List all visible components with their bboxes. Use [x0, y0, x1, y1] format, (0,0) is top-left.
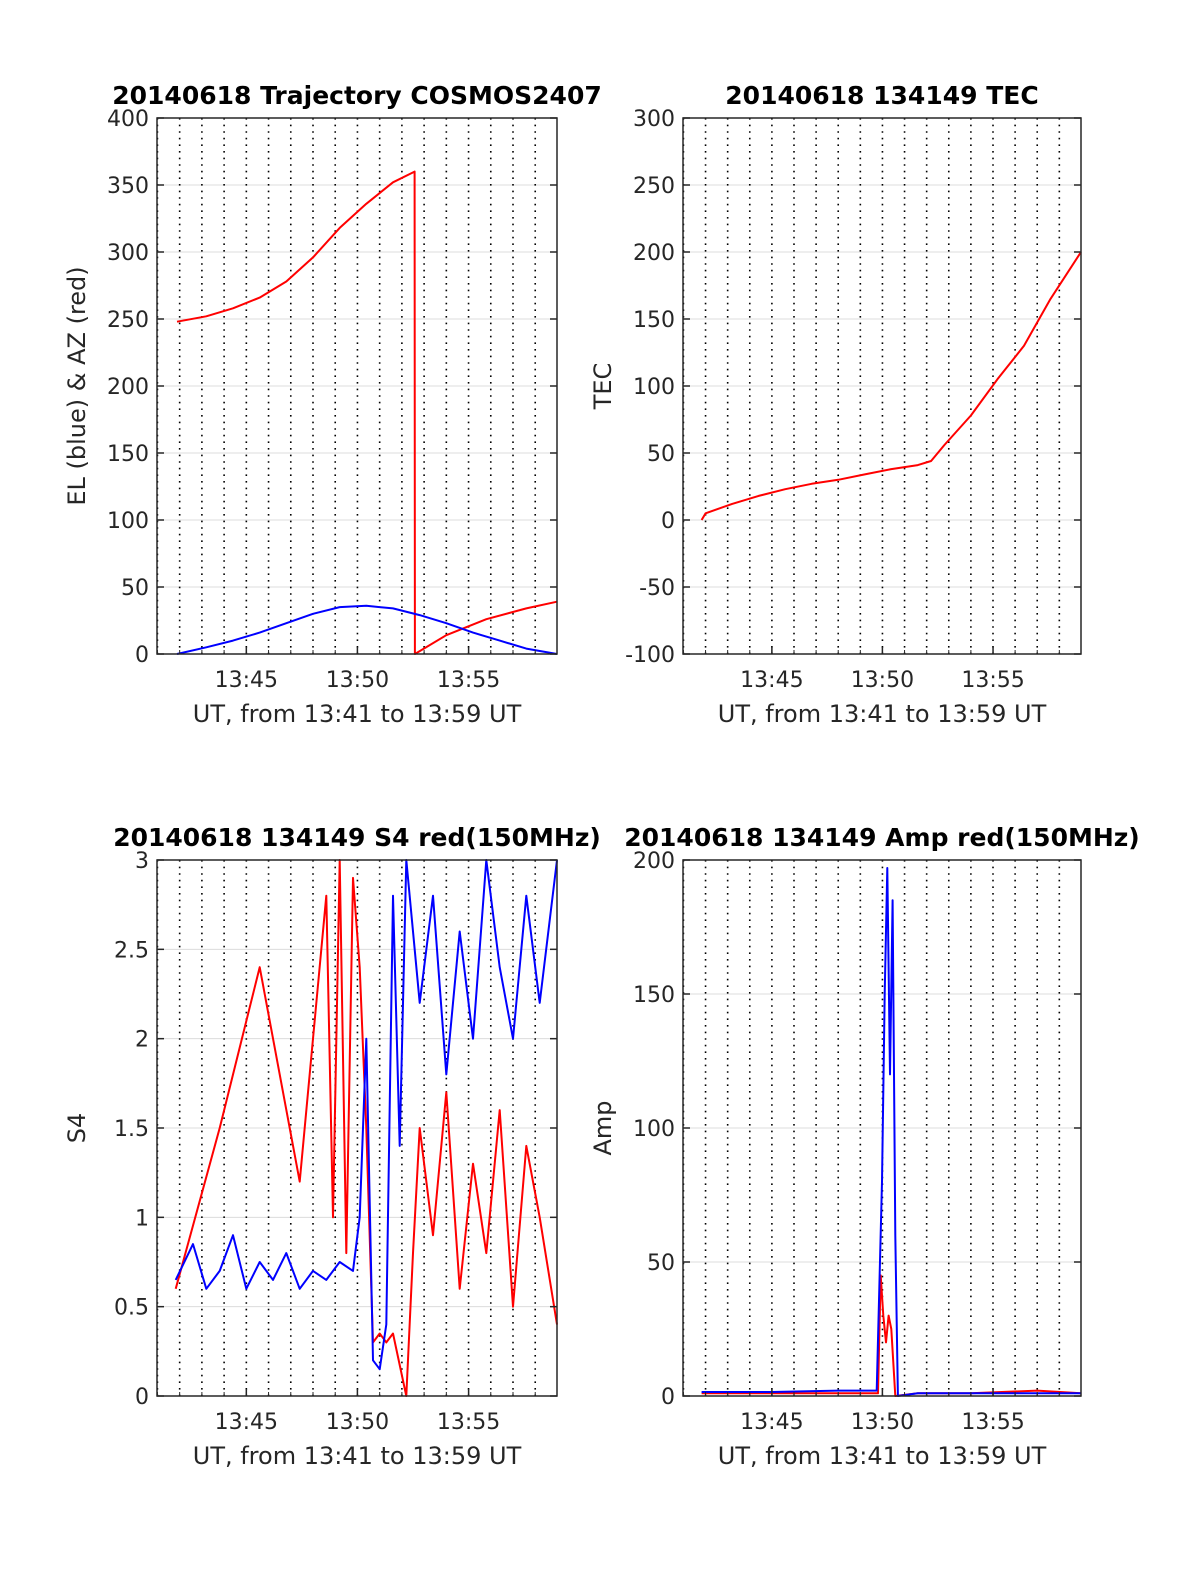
y-axis-label: TEC	[589, 363, 617, 411]
y-tick-label: 150	[107, 442, 149, 467]
x-tick-label: 13:55	[961, 668, 1024, 693]
y-tick-label: 200	[633, 241, 675, 266]
chart-title: 20140618 134149 Amp red(150MHz)	[624, 823, 1140, 852]
amp-panel: 0 50 100 150 200 13:45 13:50 13:55 20140618 1341…	[589, 823, 1140, 1470]
y-tick-label: 1	[135, 1206, 149, 1231]
y-tick-label: 3	[135, 849, 149, 874]
y-tick-label: 250	[633, 174, 675, 199]
chart-title: 20140618 134149 S4 red(150MHz)	[113, 823, 601, 852]
tec-panel: -100 -50 0 50 100 150 200 250 300 13:45 13:50 13:55…	[589, 81, 1082, 728]
y-axis-label: Amp	[589, 1100, 617, 1155]
x-axis-label: UT, from 13:41 to 13:59 UT	[718, 700, 1047, 728]
y-tick-label: 1.5	[114, 1117, 149, 1142]
y-tick-label: 150	[633, 983, 675, 1008]
series-line-blue	[174, 859, 558, 1371]
x-tick-label: 13:45	[215, 1410, 278, 1435]
x-tick-label: 13:50	[326, 668, 389, 693]
x-tick-label: 13:45	[740, 1410, 803, 1435]
y-tick-label: 0	[661, 509, 675, 534]
y-tick-label: 200	[107, 375, 149, 400]
x-axis-label: UT, from 13:41 to 13:59 UT	[193, 1442, 522, 1470]
y-tick-label: 250	[107, 308, 149, 333]
y-tick-label: 50	[647, 1251, 675, 1276]
y-tick-label: 100	[633, 375, 675, 400]
x-tick-label: 13:55	[437, 668, 500, 693]
chart-title: 20140618 Trajectory COSMOS2407	[112, 81, 602, 110]
y-tick-label: 2	[135, 1028, 149, 1053]
x-axis-label: UT, from 13:41 to 13:59 UT	[718, 1442, 1047, 1470]
y-tick-label: 0	[661, 1385, 675, 1410]
y-tick-label: 50	[121, 576, 149, 601]
y-tick-label: 0	[135, 643, 149, 668]
y-tick-label: 400	[107, 107, 149, 132]
series-line-red	[176, 170, 558, 655]
x-tick-label: 13:45	[740, 668, 803, 693]
trajectory-panel: 0 50 100 150 200 250 300 350 400 13:45 13:50 13:55 2…	[63, 81, 602, 728]
y-tick-label: 200	[633, 849, 675, 874]
y-tick-label: 2.5	[114, 938, 149, 963]
y-tick-label: 0.5	[114, 1296, 149, 1321]
y-tick-label: 350	[107, 174, 149, 199]
series-line-red	[174, 859, 558, 1397]
x-axis-label: UT, from 13:41 to 13:59 UT	[193, 700, 522, 728]
series-line-blue	[701, 867, 1081, 1397]
y-tick-label: 100	[107, 509, 149, 534]
y-tick-label: -50	[639, 576, 675, 601]
x-tick-label: 13:55	[437, 1410, 500, 1435]
y-tick-label: 100	[633, 1117, 675, 1142]
series-line-red	[700, 251, 1082, 521]
y-tick-label: 300	[107, 241, 149, 266]
y-tick-label: -100	[625, 643, 675, 668]
y-tick-label: 50	[647, 442, 675, 467]
y-tick-label: 300	[633, 107, 675, 132]
x-tick-label: 13:50	[326, 1410, 389, 1435]
x-tick-label: 13:45	[215, 668, 278, 693]
y-axis-label: EL (blue) & AZ (red)	[63, 266, 91, 505]
s4-panel: 0 0.5 1 1.5 2 2.5 3 13:45 13:50 13:55 20140618 134…	[63, 823, 601, 1470]
chart-title: 20140618 134149 TEC	[725, 81, 1038, 110]
y-tick-label: 150	[633, 308, 675, 333]
x-tick-label: 13:55	[961, 1410, 1024, 1435]
x-tick-label: 13:50	[851, 1410, 914, 1435]
y-axis-label: S4	[63, 1113, 91, 1144]
y-tick-label: 0	[135, 1385, 149, 1410]
series-line-blue	[176, 604, 558, 655]
series-line-red	[701, 1274, 1082, 1397]
x-tick-label: 13:50	[851, 668, 914, 693]
